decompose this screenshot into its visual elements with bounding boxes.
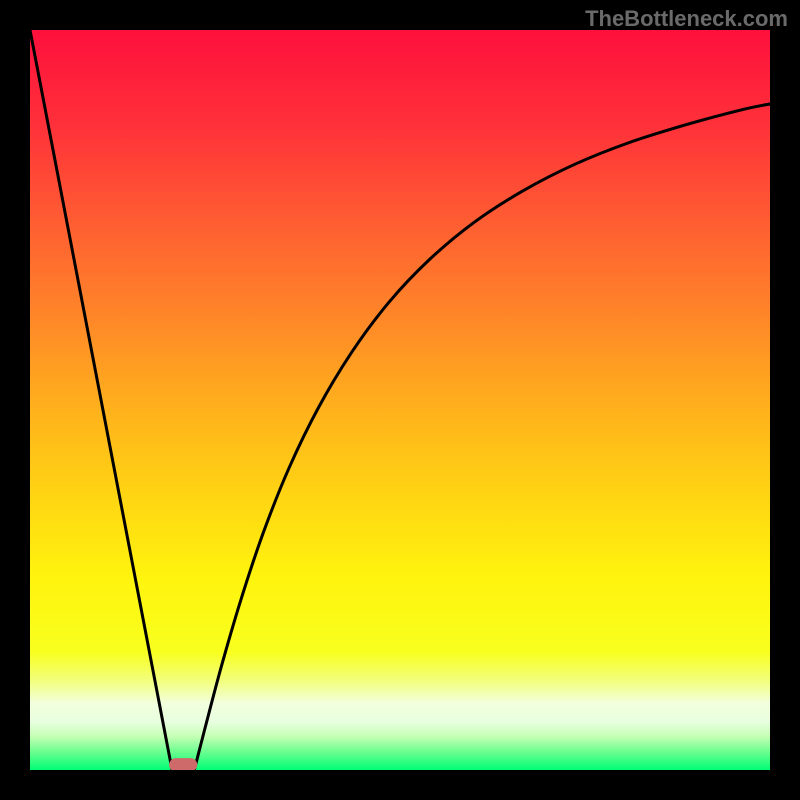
- chart-background-gradient: [30, 30, 770, 770]
- chart-svg: [0, 0, 800, 800]
- bottleneck-chart: TheBottleneck.com: [0, 0, 800, 800]
- source-watermark: TheBottleneck.com: [585, 6, 788, 32]
- optimum-marker: [169, 758, 197, 771]
